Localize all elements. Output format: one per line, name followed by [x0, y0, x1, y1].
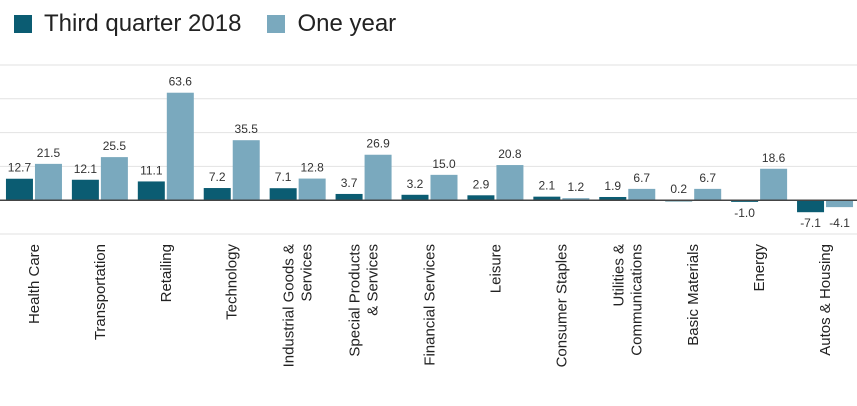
legend-item-one-year: One year — [267, 10, 396, 38]
value-label-q3-10: 0.2 — [670, 182, 687, 196]
category-label-7-0: Leisure — [487, 244, 504, 293]
category-label-12-0: Autos & Housing — [817, 244, 834, 356]
bar-q3-5 — [335, 193, 363, 201]
bar-year-1 — [100, 157, 128, 201]
category-label-0-0: Health Care — [26, 244, 43, 324]
category-label-2-0: Retailing — [158, 244, 175, 302]
category-label-4-0: Industrial Goods & — [281, 244, 298, 367]
value-label-year-1: 25.5 — [103, 139, 127, 153]
category-label-1-0: Transportation — [92, 244, 109, 340]
value-label-year-8: 1.2 — [568, 180, 585, 194]
legend-label-one-year: One year — [297, 10, 397, 37]
category-label-8-0: Consumer Staples — [553, 244, 570, 367]
category-label-11-0: Energy — [751, 244, 768, 292]
value-label-q3-7: 2.9 — [473, 177, 490, 191]
legend-swatch-third-quarter — [14, 15, 32, 33]
bar-q3-8 — [533, 196, 561, 201]
value-label-year-5: 26.9 — [366, 137, 390, 151]
value-label-q3-2: 11.1 — [140, 163, 163, 177]
category-label-6-0: Financial Services — [422, 244, 439, 366]
value-label-q3-3: 7.2 — [209, 170, 226, 184]
category-label-10-0: Basic Materials — [685, 244, 702, 346]
bar-q3-4 — [269, 188, 297, 201]
gridlines — [0, 64, 857, 235]
value-label-q3-1: 12.1 — [74, 162, 98, 176]
bar-year-6 — [430, 174, 458, 201]
category-label-3-0: Technology — [224, 244, 241, 320]
value-label-year-12: -4.1 — [829, 216, 850, 230]
bar-q3-0 — [5, 178, 33, 201]
bar-q3-6 — [401, 194, 429, 201]
category-label-5-1: & Services — [365, 244, 382, 316]
bar-year-9 — [628, 188, 656, 201]
bar-year-12 — [826, 200, 854, 208]
value-label-q3-12: -7.1 — [800, 216, 821, 230]
category-label-9-0: Utilities & — [610, 244, 627, 307]
bar-year-10 — [694, 188, 722, 201]
legend-swatch-one-year — [267, 15, 286, 33]
bar-year-4 — [298, 178, 326, 201]
value-label-year-7: 20.8 — [498, 147, 522, 161]
category-labels: Health Care Transportation Retailing Techno… — [26, 244, 834, 368]
legend: Third quarter 2018 One year — [14, 6, 396, 42]
value-label-q3-8: 2.1 — [539, 179, 556, 193]
bar-q3-11 — [731, 200, 759, 202]
value-label-year-6: 15.0 — [432, 157, 456, 171]
bar-year-11 — [760, 168, 788, 201]
value-label-year-2: 63.6 — [169, 75, 193, 89]
value-label-q3-0: 12.7 — [8, 161, 32, 175]
value-label-q3-11: -1.0 — [734, 206, 755, 220]
bars — [5, 92, 854, 213]
bar-year-7 — [496, 165, 524, 201]
category-label-9-1: Communications — [628, 244, 645, 356]
value-label-year-0: 21.5 — [37, 146, 61, 160]
category-label-5-0: Special Products — [347, 244, 364, 357]
bar-q3-7 — [467, 195, 495, 201]
value-label-year-10: 6.7 — [699, 171, 716, 185]
bar-q3-1 — [71, 179, 99, 201]
bar-year-5 — [364, 154, 392, 201]
bar-year-3 — [232, 140, 260, 201]
value-label-q3-4: 7.1 — [275, 170, 292, 184]
value-label-year-11: 18.6 — [762, 151, 786, 165]
value-labels: 12.7 21.5 12.1 25.5 11.1 63.6 7.2 35.5 7.1 12.8 3.… — [8, 75, 850, 230]
value-label-year-3: 35.5 — [235, 122, 259, 136]
value-label-year-9: 6.7 — [633, 171, 650, 185]
category-label-4-1: Services — [299, 244, 316, 302]
bar-q3-3 — [203, 188, 231, 201]
bar-year-0 — [34, 163, 62, 201]
bar-year-2 — [166, 92, 194, 201]
value-label-q3-5: 3.7 — [341, 176, 358, 190]
bar-q3-9 — [599, 196, 627, 201]
bar-q3-12 — [797, 200, 825, 213]
bar-year-8 — [562, 198, 590, 201]
bar-q3-2 — [137, 181, 165, 201]
value-label-q3-9: 1.9 — [604, 179, 621, 193]
value-label-year-4: 12.8 — [300, 161, 324, 175]
legend-item-third-quarter: Third quarter 2018 — [14, 10, 241, 38]
legend-label-third-quarter: Third quarter 2018 — [44, 10, 242, 37]
value-label-q3-6: 3.2 — [407, 177, 424, 191]
